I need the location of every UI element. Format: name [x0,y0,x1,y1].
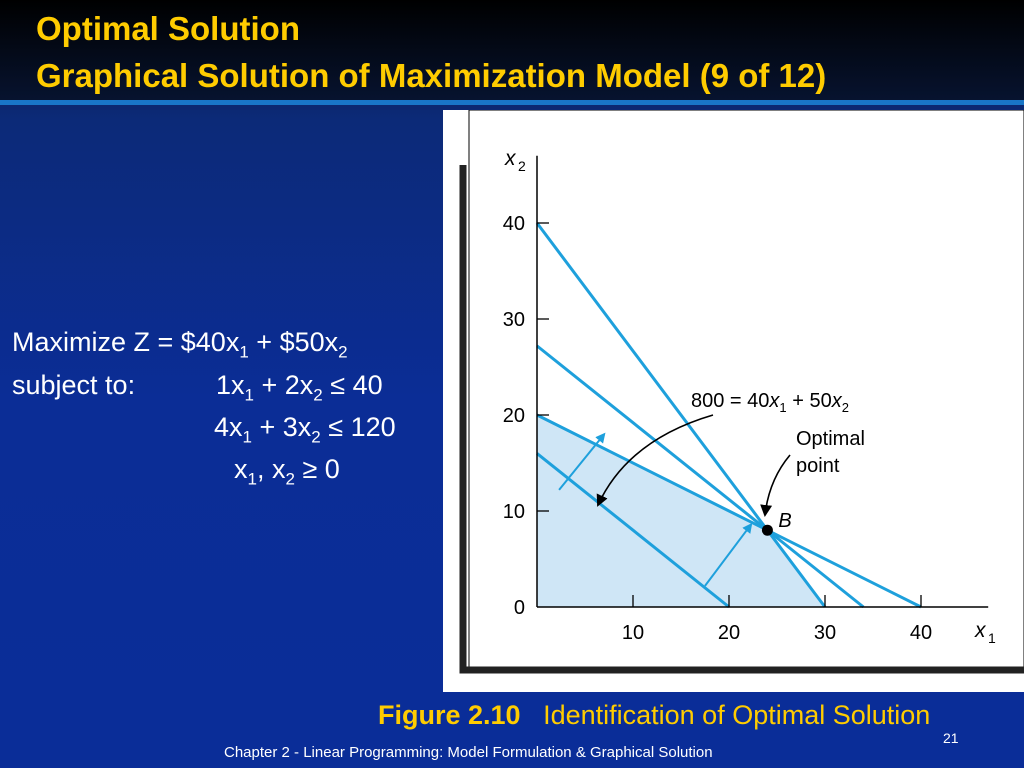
optimal-point-label-line1: Optimal [796,428,865,450]
x-axis-label-sub: 1 [988,630,996,646]
subject-to-label: subject to: [12,370,136,400]
objective-arrow-2 [704,522,753,587]
eq-prefix: 800 = 40 [691,390,769,412]
eq-mid: + 50 [787,390,832,412]
y-tick-label: 30 [503,309,525,331]
nonnegativity-constraint: x1, x2 ≥ 0 [234,454,340,489]
figure-caption-text: Identification of Optimal Solution [543,700,931,730]
eq-sub1: 1 [779,400,786,415]
optimal-point-label-line2: point [796,455,840,477]
slide-subtitle: Graphical Solution of Maximization Model… [36,57,827,94]
constraint-line-1 [536,413,922,609]
eq-var2: x [831,390,843,412]
constraint-1: 1x1 + 2x2 ≤ 40 [216,370,383,405]
figure-number: Figure 2.10 [378,700,521,730]
title-bar [0,0,1024,100]
y-axis-label: x [504,147,517,170]
y-axis-label-sub: 2 [518,158,526,174]
y-tick-label: 10 [503,501,525,523]
x-tick-label: 10 [622,622,644,644]
optimal-point-marker [761,524,773,536]
optimal-callout-arrow [760,454,791,517]
y-tick-label: 40 [503,213,525,235]
objective-line-1 [536,452,730,609]
y-tick-label: 0 [514,597,525,619]
x-tick-label: 40 [910,622,932,644]
objective-line-2 [536,344,865,609]
figure-caption: Figure 2.10 Identification of Optimal So… [378,700,930,731]
footer: Chapter 2 - Linear Programming: Model Fo… [224,744,713,761]
x-tick-label: 30 [814,622,836,644]
x-axis-label: x [974,619,987,642]
title-rule [0,100,1024,105]
objective-function: Maximize Z = $40x1 + $50x2 [12,327,348,362]
optimal-point-name: B [778,510,791,532]
y-tick-label: 20 [503,405,525,427]
page-number: 21 [943,730,959,746]
figure-panel: 10 20 30 40 0 10 20 30 40 x 2 x 1 800 = 40x1 + 50x2 O… [443,109,1024,692]
eq-var1: x [768,390,780,412]
x-tick-label: 20 [718,622,740,644]
constraint-line-2 [535,222,827,608]
feasible-region [537,415,825,607]
figure-shadow [459,165,1024,674]
objective-equation-label: 800 = 40x1 + 50x2 [691,390,849,415]
slide-title: Optimal Solution [36,10,300,47]
constraint-2: 4x1 + 3x2 ≤ 120 [214,412,396,447]
objective-callout-arrow [596,414,714,507]
eq-sub2: 2 [842,400,849,415]
